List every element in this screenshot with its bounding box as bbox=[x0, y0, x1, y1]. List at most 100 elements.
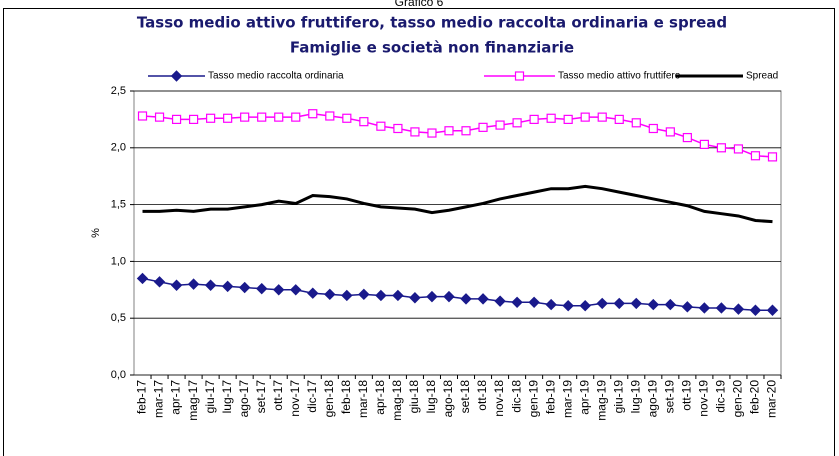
data-point bbox=[325, 111, 335, 121]
data-point bbox=[376, 121, 386, 131]
data-point bbox=[528, 296, 540, 309]
data-point bbox=[187, 278, 200, 290]
y-tick-label: 2,5 bbox=[111, 85, 126, 97]
series-line bbox=[142, 112, 773, 158]
data-point bbox=[716, 143, 727, 153]
data-point bbox=[477, 293, 489, 305]
data-point bbox=[358, 288, 370, 301]
data-point bbox=[732, 303, 745, 315]
chart-frame bbox=[3, 8, 835, 456]
data-point bbox=[341, 289, 353, 302]
data-point bbox=[766, 304, 779, 316]
data-point bbox=[698, 302, 711, 314]
data-point bbox=[238, 281, 251, 294]
data-point bbox=[749, 304, 762, 316]
data-point bbox=[495, 120, 505, 130]
x-tick-label: dic-19 bbox=[714, 380, 728, 413]
x-tick-label: nov-17 bbox=[288, 380, 302, 417]
data-point bbox=[511, 296, 523, 309]
x-tick-label: apr-19 bbox=[577, 380, 591, 415]
x-tick-label: set-18 bbox=[458, 380, 472, 414]
data-point bbox=[681, 301, 694, 313]
series-line bbox=[142, 277, 773, 311]
data-point bbox=[580, 112, 590, 122]
data-point bbox=[221, 280, 234, 293]
x-tick-label: lug-18 bbox=[424, 380, 438, 414]
x-tick-label: set-19 bbox=[663, 380, 677, 414]
x-tick-label: ago-17 bbox=[237, 380, 251, 418]
data-point bbox=[682, 132, 692, 143]
x-tick-label: apr-17 bbox=[169, 380, 183, 415]
data-point bbox=[563, 114, 573, 125]
x-tick-label: mar-17 bbox=[152, 380, 166, 418]
x-tick-label: gen-19 bbox=[526, 380, 540, 418]
x-tick-label: lug-19 bbox=[628, 380, 642, 414]
data-point bbox=[154, 112, 165, 122]
x-tick-label: feb-17 bbox=[135, 380, 149, 414]
data-point bbox=[375, 289, 387, 302]
x-tick-label: mar-18 bbox=[356, 380, 370, 418]
x-tick-label: ott-18 bbox=[475, 380, 489, 411]
x-tick-label: lug-17 bbox=[220, 380, 234, 414]
data-point bbox=[597, 112, 607, 122]
chart-subtitle: Famiglie e società non finanziarie bbox=[290, 39, 574, 57]
data-point bbox=[136, 272, 149, 285]
x-tick-label: gen-20 bbox=[731, 380, 745, 418]
x-tick-label: set-17 bbox=[254, 380, 268, 414]
data-point bbox=[648, 123, 658, 134]
x-tick-label: ago-19 bbox=[645, 380, 659, 418]
data-point bbox=[529, 114, 539, 125]
y-tick-label: 1,0 bbox=[111, 255, 126, 267]
x-tick-label: nov-19 bbox=[697, 380, 711, 417]
data-point bbox=[393, 123, 403, 134]
series-line bbox=[142, 184, 773, 224]
data-point bbox=[392, 289, 404, 302]
data-point bbox=[409, 292, 421, 304]
y-tick-label: 1,5 bbox=[111, 199, 126, 211]
data-point bbox=[443, 290, 455, 303]
data-point bbox=[478, 122, 488, 132]
data-point bbox=[665, 127, 675, 137]
data-point bbox=[546, 113, 556, 123]
data-point bbox=[273, 284, 285, 296]
data-point bbox=[410, 127, 420, 137]
x-tick-label: mar-19 bbox=[560, 380, 574, 418]
data-point bbox=[359, 117, 369, 127]
x-tick-label: ott-19 bbox=[680, 380, 694, 411]
y-tick-label: 0,5 bbox=[111, 312, 126, 324]
chart-title: Tasso medio attivo fruttifero, tasso med… bbox=[137, 14, 727, 32]
legend-label: Tasso medio attivo fruttifero bbox=[558, 71, 681, 82]
data-point bbox=[596, 297, 608, 310]
data-point bbox=[290, 284, 302, 296]
data-point bbox=[206, 113, 216, 123]
data-point bbox=[255, 282, 268, 295]
data-point bbox=[733, 144, 744, 154]
data-point bbox=[460, 293, 472, 305]
data-point bbox=[750, 151, 761, 161]
x-tick-label: feb-19 bbox=[543, 380, 557, 414]
data-point bbox=[274, 112, 284, 122]
data-point bbox=[613, 297, 625, 310]
y-tick-label: 2,0 bbox=[111, 142, 126, 154]
data-point bbox=[699, 139, 709, 149]
data-point bbox=[767, 152, 778, 162]
legend-label: Tasso medio raccolta ordinaria bbox=[208, 71, 344, 82]
data-point bbox=[545, 298, 557, 311]
data-point bbox=[427, 128, 437, 138]
data-point bbox=[494, 295, 506, 307]
data-point bbox=[204, 279, 217, 291]
data-point bbox=[614, 114, 624, 125]
x-tick-label: giu-17 bbox=[203, 380, 217, 414]
x-tick-label: gen-18 bbox=[322, 380, 336, 418]
data-point bbox=[512, 118, 522, 128]
x-tick-label: mar-20 bbox=[765, 380, 779, 418]
data-point bbox=[579, 299, 591, 312]
data-point bbox=[631, 118, 641, 128]
data-point bbox=[715, 302, 728, 314]
x-tick-label: feb-20 bbox=[748, 380, 762, 414]
data-point bbox=[342, 113, 352, 123]
data-point bbox=[426, 290, 438, 303]
data-point bbox=[137, 111, 148, 121]
